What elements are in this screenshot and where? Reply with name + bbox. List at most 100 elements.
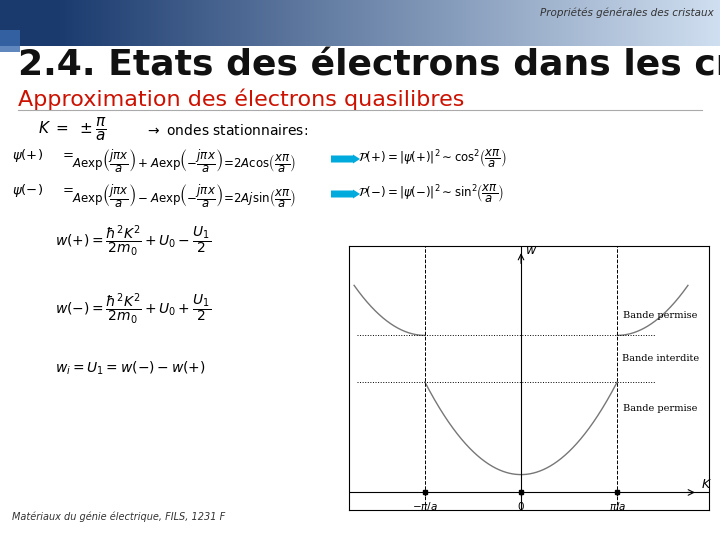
Bar: [441, 0, 444, 46]
Bar: [274, 0, 276, 46]
Bar: [521, 0, 523, 46]
Bar: [243, 0, 246, 46]
Bar: [264, 0, 267, 46]
Bar: [506, 0, 509, 46]
Bar: [324, 0, 327, 46]
Bar: [31, 0, 34, 46]
Text: Propriétés générales des cristaux: Propriétés générales des cristaux: [540, 8, 714, 18]
Bar: [499, 0, 502, 46]
Bar: [122, 0, 125, 46]
Bar: [639, 0, 642, 46]
Bar: [588, 0, 591, 46]
Bar: [672, 0, 675, 46]
Text: Approximation des électrons quasilibres: Approximation des électrons quasilibres: [18, 88, 464, 110]
Text: Bande permise: Bande permise: [623, 404, 697, 414]
Bar: [355, 0, 358, 46]
Bar: [101, 0, 104, 46]
Bar: [288, 0, 291, 46]
Bar: [331, 0, 334, 46]
Bar: [648, 0, 651, 46]
Bar: [81, 0, 84, 46]
Text: Bande interdite: Bande interdite: [621, 354, 698, 363]
Bar: [631, 0, 634, 46]
Bar: [461, 0, 464, 46]
Bar: [211, 0, 214, 46]
Bar: [207, 0, 210, 46]
Bar: [466, 0, 469, 46]
Bar: [60, 0, 63, 46]
Bar: [293, 0, 296, 46]
Bar: [130, 0, 132, 46]
Bar: [439, 0, 442, 46]
Bar: [612, 0, 615, 46]
Bar: [151, 0, 154, 46]
Bar: [106, 0, 109, 46]
Bar: [329, 0, 332, 46]
Bar: [497, 0, 500, 46]
Text: $=$: $=$: [60, 147, 74, 160]
Bar: [382, 0, 384, 46]
Bar: [58, 0, 60, 46]
Bar: [202, 0, 204, 46]
Bar: [158, 0, 161, 46]
FancyArrow shape: [331, 154, 360, 164]
Bar: [214, 0, 217, 46]
Bar: [511, 0, 514, 46]
Bar: [677, 0, 680, 46]
Bar: [456, 0, 459, 46]
Bar: [115, 0, 118, 46]
Bar: [567, 0, 570, 46]
Bar: [223, 0, 226, 46]
Bar: [84, 0, 87, 46]
Bar: [113, 0, 116, 46]
Bar: [595, 0, 598, 46]
Bar: [343, 0, 346, 46]
Bar: [333, 0, 336, 46]
Bar: [533, 0, 536, 46]
Bar: [312, 0, 315, 46]
Bar: [230, 0, 233, 46]
Bar: [259, 0, 262, 46]
Bar: [531, 0, 534, 46]
Bar: [19, 0, 22, 46]
Bar: [173, 0, 176, 46]
Bar: [319, 0, 322, 46]
Bar: [679, 0, 682, 46]
Bar: [581, 0, 584, 46]
Bar: [641, 0, 644, 46]
Bar: [509, 0, 512, 46]
Bar: [603, 0, 606, 46]
Bar: [693, 0, 696, 46]
Bar: [423, 0, 426, 46]
Bar: [29, 0, 32, 46]
Bar: [408, 0, 411, 46]
Text: $\rightarrow$ ondes stationnaires:: $\rightarrow$ ondes stationnaires:: [145, 123, 308, 138]
Bar: [434, 0, 437, 46]
Bar: [468, 0, 471, 46]
Bar: [713, 0, 716, 46]
Bar: [228, 0, 231, 46]
Bar: [99, 0, 102, 46]
Bar: [192, 0, 195, 46]
Bar: [86, 0, 89, 46]
Bar: [502, 0, 505, 46]
Bar: [326, 0, 329, 46]
Bar: [178, 0, 181, 46]
Bar: [657, 0, 660, 46]
Bar: [667, 0, 670, 46]
Bar: [634, 0, 636, 46]
Bar: [513, 0, 516, 46]
Bar: [653, 0, 656, 46]
Bar: [413, 0, 415, 46]
Bar: [403, 0, 406, 46]
Text: $\psi(-)$: $\psi(-)$: [12, 182, 43, 199]
Bar: [295, 0, 298, 46]
Bar: [149, 0, 152, 46]
Bar: [614, 0, 617, 46]
Bar: [449, 0, 451, 46]
Bar: [41, 0, 44, 46]
Bar: [665, 0, 667, 46]
Bar: [463, 0, 466, 46]
Bar: [415, 0, 418, 46]
Bar: [437, 0, 440, 46]
